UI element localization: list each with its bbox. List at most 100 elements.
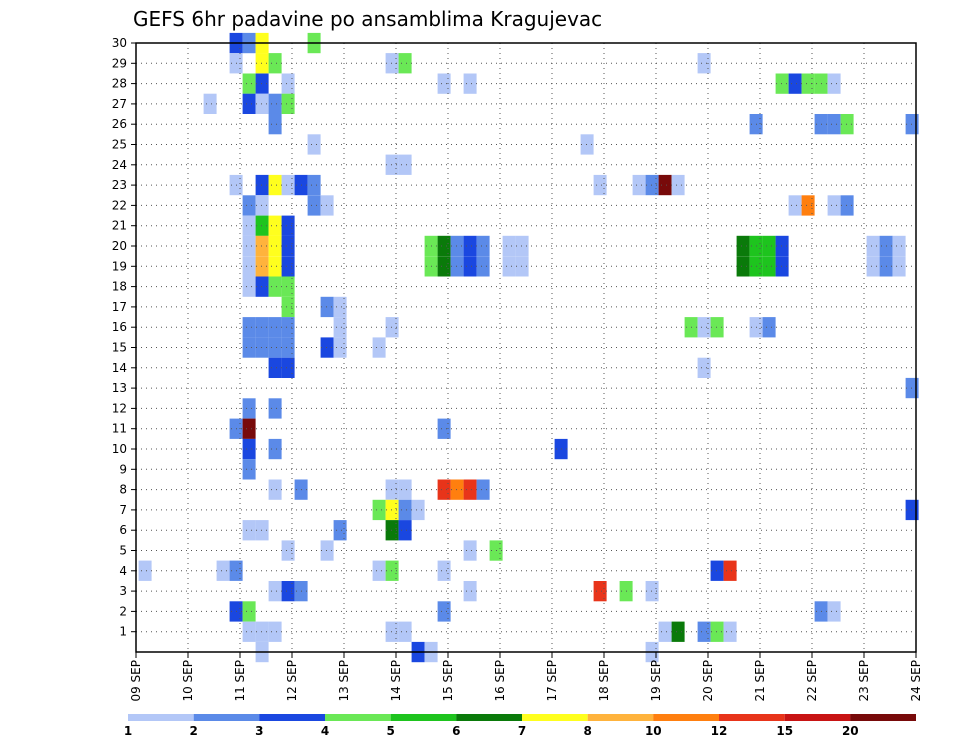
heatmap-cell xyxy=(268,93,282,114)
heatmap-cell xyxy=(242,621,256,642)
heatmap-cell xyxy=(866,235,880,257)
heatmap-cell xyxy=(398,154,412,175)
heatmap-cell xyxy=(268,357,282,378)
y-tick-label: 19 xyxy=(112,259,127,273)
heatmap-cell xyxy=(268,276,282,297)
heatmap-cell xyxy=(697,53,711,74)
heatmap-cell xyxy=(801,73,815,94)
heatmap-cell xyxy=(437,560,451,581)
heatmap-cell xyxy=(307,174,321,196)
y-tick-label: 21 xyxy=(112,219,127,233)
heatmap-cell xyxy=(372,337,386,358)
x-tick-label: 14 SEP xyxy=(389,660,403,702)
colorbar-label: 15 xyxy=(776,724,793,738)
x-axis-ticks: 09 SEP 10 SEP 11 SEP 12 SEP 13 SEP 14 SEP 15 S… xyxy=(129,652,923,702)
heatmap-cell xyxy=(762,256,776,277)
heatmap-cell xyxy=(385,520,399,541)
y-tick-label: 12 xyxy=(112,401,127,415)
x-tick-label: 23 SEP xyxy=(857,660,871,702)
heatmap-cell xyxy=(281,540,295,561)
y-tick-label: 5 xyxy=(119,544,127,558)
x-tick-label: 13 SEP xyxy=(337,660,351,702)
heatmap-cell xyxy=(437,256,451,277)
heatmap-cell xyxy=(333,296,347,318)
heatmap-cell xyxy=(450,479,464,500)
heatmap-cell xyxy=(385,621,399,642)
y-tick-label: 22 xyxy=(112,198,127,212)
y-tick-label: 23 xyxy=(112,178,127,192)
heatmap-cell xyxy=(281,174,295,196)
heatmap-cell xyxy=(723,621,737,642)
heatmap-cell xyxy=(255,256,269,277)
heatmap-cell xyxy=(242,235,256,257)
heatmap-cell xyxy=(255,215,269,236)
heatmap-cell xyxy=(645,174,659,196)
heatmap-cell xyxy=(320,337,334,358)
y-tick-label: 17 xyxy=(112,300,127,314)
colorbar-swatch xyxy=(259,714,325,721)
y-tick-label: 10 xyxy=(112,442,127,456)
colorbar-swatch xyxy=(456,714,522,721)
y-axis-ticks: 1234567891011121314151617181920212223242… xyxy=(112,36,136,639)
heatmap-cell xyxy=(892,256,906,277)
heatmap-cell xyxy=(255,520,269,541)
heatmap-cell xyxy=(255,174,269,196)
y-tick-label: 14 xyxy=(112,361,127,375)
colorbar-label: 4 xyxy=(321,724,329,738)
heatmap-cell xyxy=(268,317,282,338)
x-tick-label: 10 SEP xyxy=(181,660,195,702)
colorbar-label: 10 xyxy=(645,724,662,738)
heatmap-cell xyxy=(255,195,269,216)
colorbar-swatch xyxy=(128,714,194,721)
colorbar-swatch xyxy=(193,714,260,721)
heatmap-cell xyxy=(775,235,789,257)
heatmap-cell xyxy=(775,73,789,94)
heatmap-cell xyxy=(437,235,451,257)
heatmap-cell xyxy=(788,73,802,94)
colorbar-swatch xyxy=(653,714,719,721)
heatmap-cell xyxy=(697,621,711,642)
heatmap-cell xyxy=(866,256,880,277)
heatmap-cell xyxy=(203,93,217,114)
heatmap-cell xyxy=(307,195,321,216)
colorbar-swatch xyxy=(522,714,588,721)
heatmap-cell xyxy=(242,459,256,480)
y-tick-label: 28 xyxy=(112,77,127,91)
heatmap-cell xyxy=(437,601,451,622)
x-tick-label: 20 SEP xyxy=(701,660,715,702)
x-tick-label: 21 SEP xyxy=(753,660,767,702)
heatmap-cell xyxy=(268,256,282,277)
heatmap-cell xyxy=(697,357,711,378)
heatmap-cell xyxy=(242,93,256,114)
x-tick-label: 19 SEP xyxy=(649,660,663,702)
heatmap-cell xyxy=(710,560,724,581)
heatmap-cell xyxy=(398,479,412,500)
heatmap-cell xyxy=(593,581,607,602)
y-tick-label: 29 xyxy=(112,56,127,70)
heatmap-cell xyxy=(255,276,269,297)
heatmap-cell xyxy=(450,256,464,277)
heatmap-cell xyxy=(398,53,412,74)
heatmap-cell xyxy=(437,73,451,94)
heatmap-cell xyxy=(268,621,282,642)
heatmap-cell xyxy=(242,195,256,216)
heatmap-cell xyxy=(476,479,490,500)
heatmap-cell xyxy=(281,276,295,297)
heatmap-cell xyxy=(476,235,490,257)
heatmap-cell xyxy=(255,93,269,114)
heatmap-cell xyxy=(736,235,750,257)
colorbar-swatch xyxy=(325,714,391,721)
heatmap-cell xyxy=(242,215,256,236)
heatmap-cell xyxy=(463,256,477,277)
heatmap-cell xyxy=(242,438,256,460)
heatmap-cell xyxy=(736,256,750,277)
y-tick-label: 1 xyxy=(119,625,127,639)
colorbar-label: 2 xyxy=(190,724,198,738)
heatmap-cell xyxy=(463,73,477,94)
heatmap-cell xyxy=(671,174,685,196)
heatmap-cell xyxy=(840,114,854,135)
heatmap-cell xyxy=(333,337,347,358)
y-tick-label: 20 xyxy=(112,239,127,253)
heatmap-cell xyxy=(281,337,295,358)
